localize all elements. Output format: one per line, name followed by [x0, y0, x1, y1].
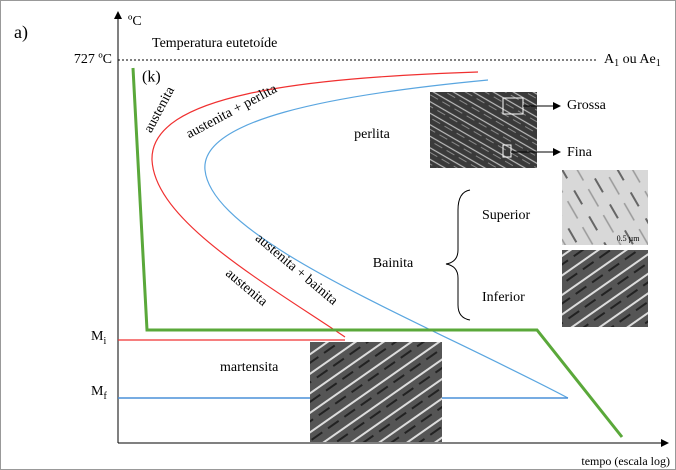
region-label: austenita	[141, 84, 178, 136]
y-unit: ºC	[128, 14, 142, 29]
scale-label: 0.5 µm	[617, 234, 641, 243]
start-curve	[152, 72, 478, 337]
micrograph	[310, 342, 442, 442]
region-label: Grossa	[567, 98, 607, 113]
region-label: Superior	[482, 208, 531, 223]
x-axis-label: tempo (escala log)	[581, 454, 670, 468]
eutectoid-label: Temperatura eutetoíde	[152, 36, 277, 51]
region-label: Inferior	[482, 290, 525, 305]
diagram: a) ºC Temperatura eutetoíde 727 ºC A1 ou…	[0, 0, 676, 470]
region-label: perlita	[354, 127, 391, 142]
micrograph	[562, 250, 648, 327]
curve-tag: (k)	[142, 69, 161, 86]
ms-label: Mi	[91, 329, 106, 347]
region-label: martensita	[220, 360, 279, 375]
region-label: austenita	[222, 266, 270, 310]
panel-label: a)	[14, 22, 28, 43]
eutectoid-temp: 727 ºC	[74, 52, 112, 67]
region-label: Bainita	[373, 256, 414, 271]
micrograph	[430, 92, 537, 168]
a1-label: A1 ou Ae1	[604, 52, 661, 69]
mf-label: Mf	[91, 384, 107, 402]
region-label: Fina	[567, 145, 593, 160]
brace	[446, 190, 470, 320]
